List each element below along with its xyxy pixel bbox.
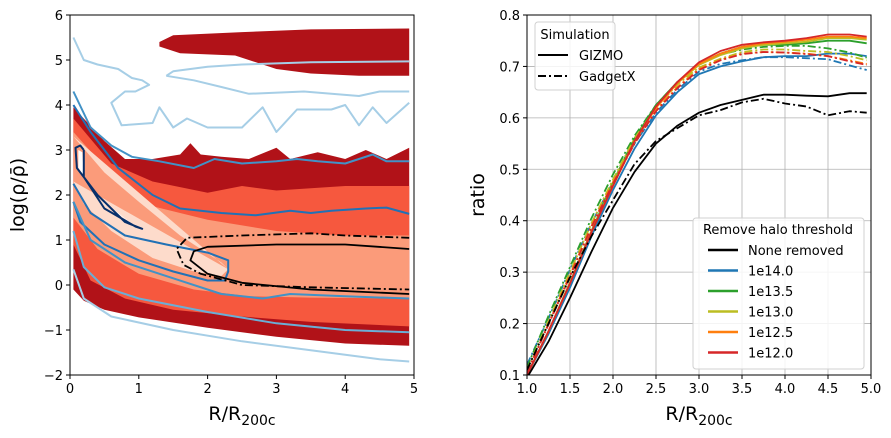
- x-tick-label: 4.0: [775, 382, 796, 397]
- legend-simulation-box: [534, 21, 616, 91]
- contour-line-blue: [72, 91, 410, 169]
- y-tick-label: 0.6: [499, 112, 520, 127]
- y-tick-label: 1: [55, 234, 63, 249]
- legend-threshold-label: 1e14.0: [748, 265, 793, 280]
- series-line-none-removed-gadgetx: [527, 97, 867, 371]
- x-tick-label: 2.0: [603, 382, 624, 397]
- x-tick-label: 5: [410, 382, 418, 397]
- contour-line-blue: [72, 268, 410, 363]
- left-y-axis-label: log(ρ/ρ̄): [7, 158, 29, 232]
- density-panel: 0 1 2 3 4 5 −2 −1 0 1 2 3 4 5 6 R/R200c log(ρ/ρ̄): [7, 9, 418, 429]
- legend-threshold-label: 1e12.5: [748, 326, 793, 341]
- x-tick-label: 2: [203, 382, 211, 397]
- filled-contours: [73, 28, 410, 346]
- legend-simulation-title: Simulation: [540, 28, 609, 43]
- right-x-ticks: 1.0 1.5 2.0 2.5 3.0 3.5 4.0 4.5 5.0: [517, 375, 882, 397]
- x-tick-label: 1.5: [560, 382, 581, 397]
- x-tick-label: 2.5: [646, 382, 667, 397]
- y-tick-label: −1: [44, 324, 63, 339]
- x-tick-label: 4: [341, 382, 349, 397]
- left-x-ticks: 0 1 2 3 4 5: [66, 375, 418, 397]
- left-y-ticks: −2 −1 0 1 2 3 4 5 6: [44, 9, 70, 384]
- x-tick-label: 1: [135, 382, 143, 397]
- y-tick-label: 4: [55, 99, 63, 114]
- x-tick-label: 0: [66, 382, 74, 397]
- series-line-1e14.0-gadgetx: [527, 56, 867, 366]
- legend-simulation: Simulation GIZMO GadgetX: [534, 21, 636, 91]
- y-tick-label: 5: [55, 54, 63, 69]
- contour-line-blue: [166, 74, 410, 97]
- right-y-ticks: 0.1 0.2 0.3 0.4 0.5 0.6 0.7 0.8: [499, 9, 527, 384]
- left-x-axis-label: R/R200c: [208, 403, 275, 429]
- series-line-none-removed-gizmo: [527, 92, 867, 375]
- x-tick-label: 3.5: [732, 382, 753, 397]
- x-tick-label: 3.0: [689, 382, 710, 397]
- legend-simulation-label: GIZMO: [579, 49, 623, 64]
- x-tick-label: 5.0: [861, 382, 882, 397]
- x-tick-label: 4.5: [818, 382, 839, 397]
- contour-line-blue: [74, 144, 144, 230]
- x-tick-label: 1.0: [517, 382, 538, 397]
- y-tick-label: 6: [55, 9, 63, 24]
- y-tick-label: 0.3: [499, 266, 520, 281]
- contour-line-blue: [72, 104, 410, 217]
- legend-threshold-label: 1e13.5: [748, 285, 793, 300]
- ratio-panel: 1.0 1.5 2.0 2.5 3.0 3.5 4.0 4.5 5.0 0.1 0.2 0.3 0.4…: [467, 9, 881, 429]
- y-tick-label: 0.4: [499, 215, 520, 230]
- contour-line-blue: [165, 60, 410, 77]
- x-tick-label: 3: [272, 382, 280, 397]
- right-y-axis-label: ratio: [467, 173, 489, 217]
- y-tick-label: 2: [55, 189, 63, 204]
- contour-line-black-dashdot: [175, 232, 410, 291]
- contour-line-blue: [72, 37, 410, 133]
- y-tick-label: 0.5: [499, 163, 520, 178]
- contour-line-blue: [72, 183, 230, 282]
- contour-line-blue: [72, 230, 410, 334]
- legend-threshold-label: 1e13.0: [748, 306, 793, 321]
- contour-line-blue: [72, 201, 410, 300]
- series-line-1e12.0-gadgetx: [527, 51, 867, 373]
- legend-threshold: Remove halo threshold None removed 1e14.0…: [692, 217, 865, 370]
- contour-lines: [72, 37, 410, 363]
- y-tick-label: −2: [44, 369, 63, 384]
- y-tick-label: 0.7: [499, 60, 520, 75]
- y-tick-label: 0.8: [499, 9, 520, 24]
- ratio-lines: [527, 33, 867, 375]
- series-line-1e13.0-gadgetx: [527, 48, 867, 371]
- legend-threshold-label: 1e12.0: [748, 347, 793, 362]
- y-tick-label: 0.2: [499, 318, 520, 333]
- legend-threshold-title: Remove halo threshold: [703, 223, 853, 238]
- y-tick-label: 3: [55, 144, 63, 159]
- filled-contour-top-band: [159, 28, 410, 76]
- right-x-axis-label: R/R200c: [665, 403, 732, 429]
- y-tick-label: 0.1: [499, 369, 520, 384]
- legend-simulation-label: GadgetX: [579, 70, 636, 85]
- y-tick-label: 0: [55, 279, 63, 294]
- contour-line-black-solid: [189, 243, 410, 295]
- filled-contour-core: [73, 136, 229, 276]
- legend-threshold-label: None removed: [748, 244, 844, 259]
